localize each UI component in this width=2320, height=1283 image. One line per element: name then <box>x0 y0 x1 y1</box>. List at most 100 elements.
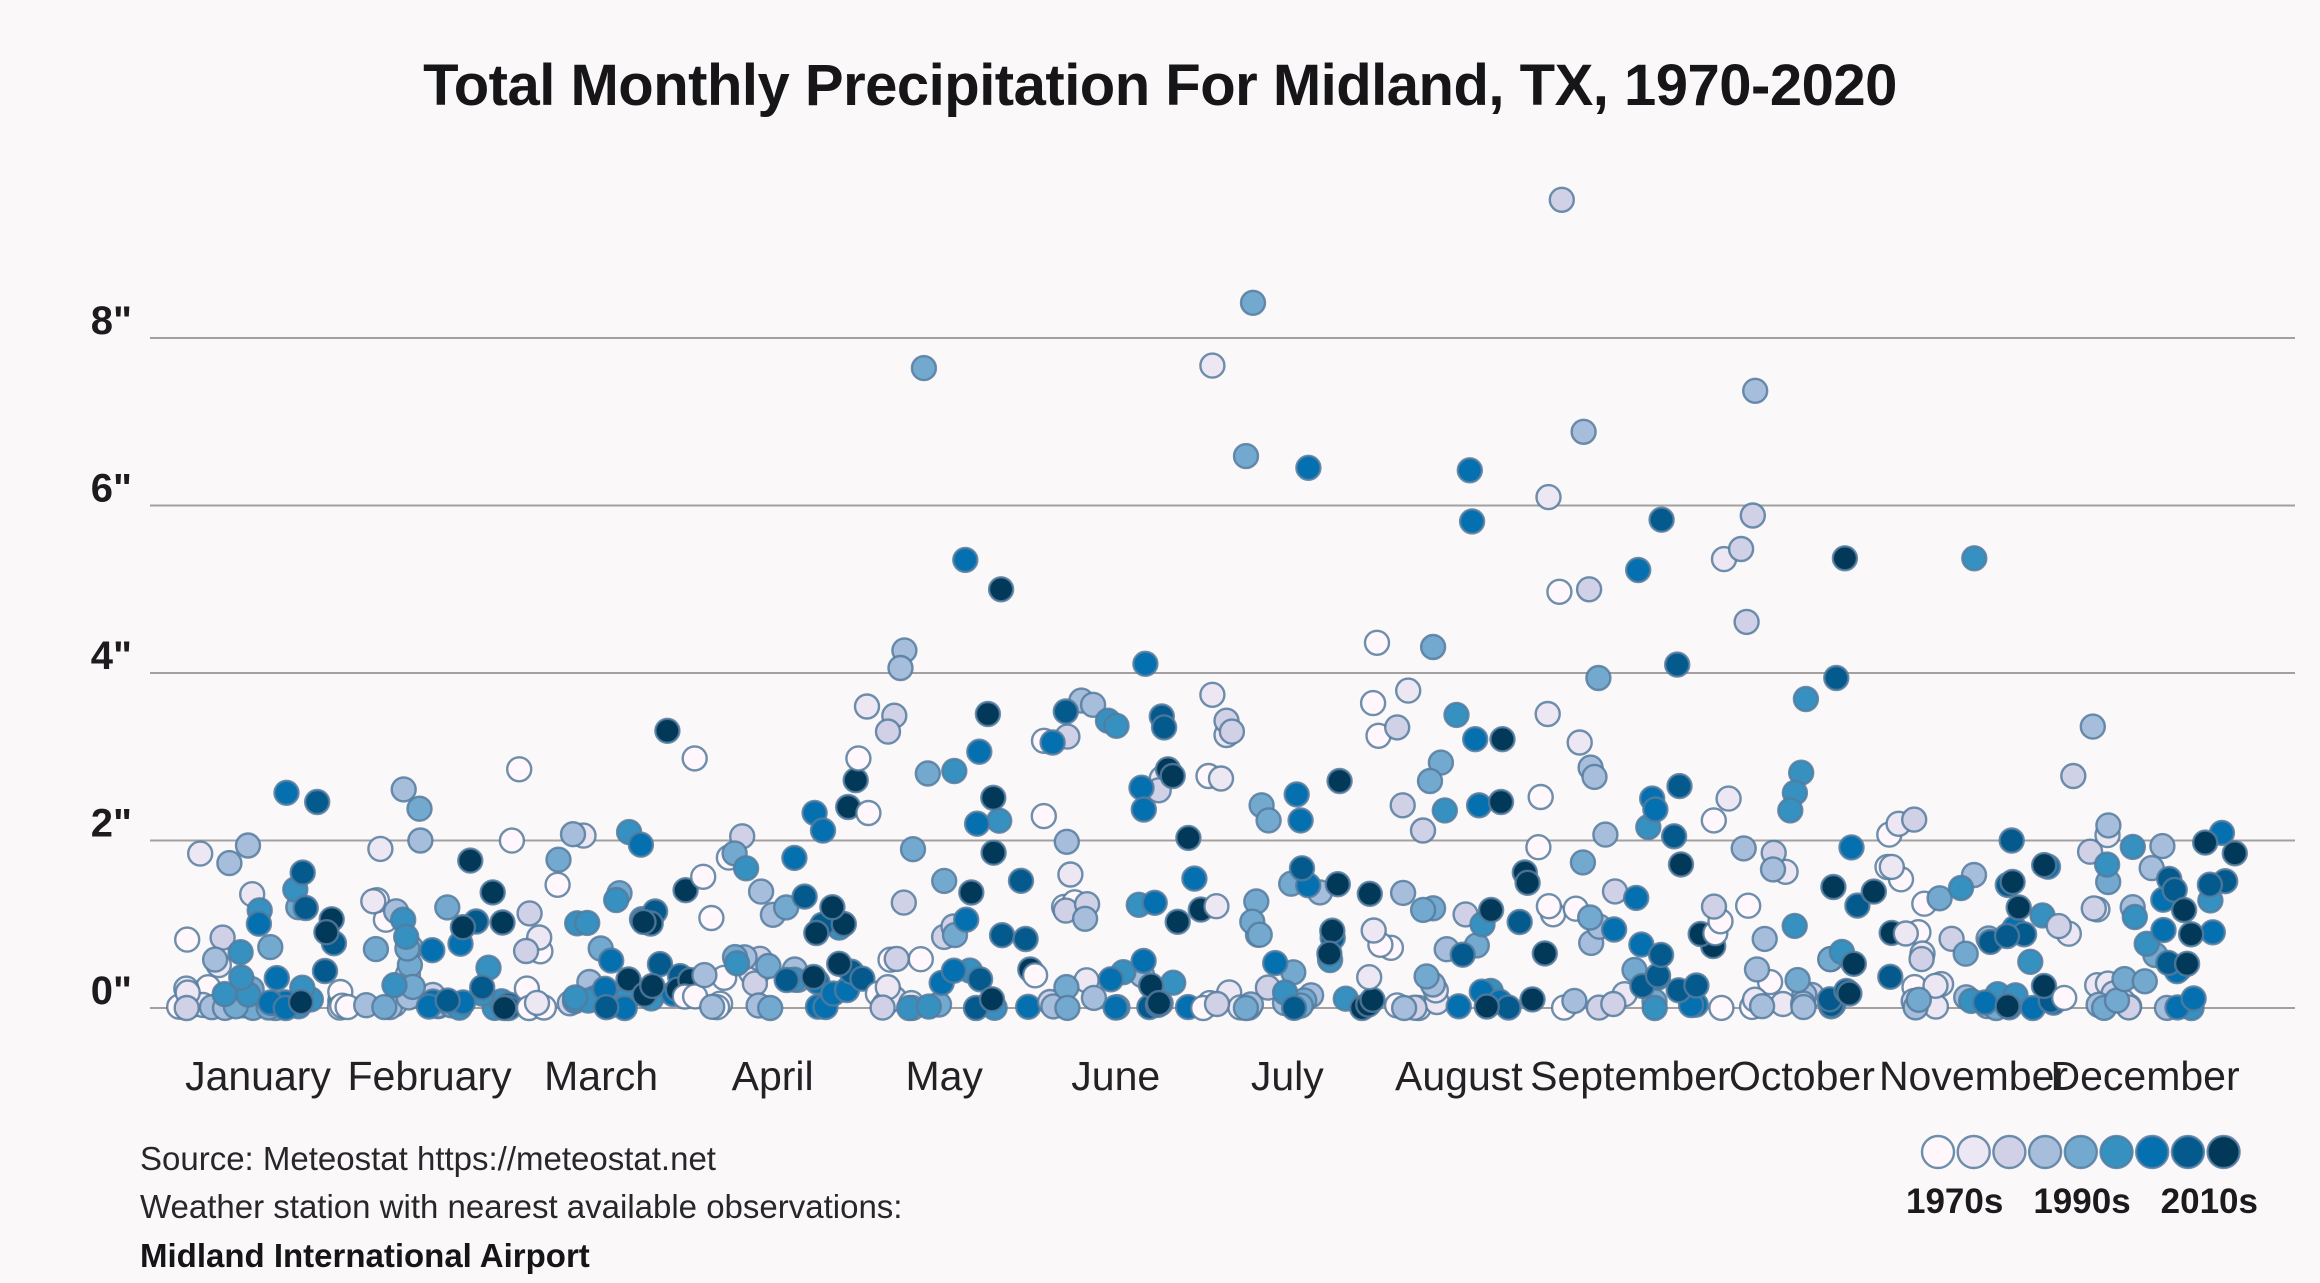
data-point <box>406 795 433 822</box>
data-point <box>1994 993 2021 1020</box>
data-point <box>1071 905 1099 932</box>
data-point <box>1326 767 1353 795</box>
data-point <box>2173 950 2201 977</box>
data-point <box>1836 980 1863 1007</box>
data-point <box>1324 871 1352 898</box>
data-point <box>1777 797 1804 824</box>
data-point <box>1039 729 1066 756</box>
data-point <box>1535 893 1563 920</box>
data-point <box>273 779 300 806</box>
data-point <box>1390 994 1418 1022</box>
data-point <box>1383 714 1411 741</box>
data-point <box>1130 947 1157 975</box>
data-point <box>1283 781 1310 808</box>
data-point <box>1624 556 1652 584</box>
data-point <box>1642 796 1669 823</box>
source-line-1: Source: Meteostat https://meteostat.net <box>140 1140 716 1177</box>
data-point <box>1477 896 1505 924</box>
data-point <box>2079 713 2107 740</box>
data-point <box>2180 985 2207 1012</box>
data-point <box>1456 457 1484 484</box>
data-point <box>173 994 200 1022</box>
data-point <box>201 946 229 973</box>
data-point <box>1255 807 1282 834</box>
data-point <box>615 966 642 993</box>
data-point <box>1288 855 1316 882</box>
data-point <box>1203 893 1230 920</box>
data-point <box>1280 994 1308 1022</box>
data-point <box>915 993 942 1020</box>
data-point <box>407 827 434 854</box>
data-point <box>747 878 775 905</box>
data-point <box>1419 633 1447 661</box>
source-station-name: Midland International Airport <box>140 1236 590 1274</box>
data-point <box>1600 990 1627 1018</box>
data-point <box>907 946 934 973</box>
data-point <box>1287 807 1314 834</box>
data-point <box>1566 729 1593 756</box>
data-point <box>887 654 914 682</box>
legend-color-scale <box>1920 1134 2241 1170</box>
data-point <box>914 760 941 787</box>
legend-labels: 1970s 1990s 2010s <box>1906 1182 2258 1222</box>
legend-swatch-7 <box>2135 1134 2170 1170</box>
data-point <box>419 937 446 964</box>
month-label-january: January <box>185 1053 331 1099</box>
data-point <box>469 974 496 1001</box>
data-point <box>1569 849 1597 876</box>
data-point <box>819 894 846 921</box>
data-point <box>1389 792 1416 819</box>
data-point <box>1164 908 1191 935</box>
legend-swatch-6 <box>2099 1134 2134 1170</box>
data-point <box>1416 767 1444 795</box>
data-point <box>690 863 717 890</box>
data-point <box>2191 829 2219 856</box>
data-point <box>1409 817 1437 844</box>
data-point <box>1319 917 1346 944</box>
data-point <box>1700 893 1728 920</box>
data-point <box>1546 578 1573 605</box>
data-point <box>1823 664 1850 692</box>
source-attribution: Source: Meteostat https://meteostat.net … <box>140 1138 902 1283</box>
data-point <box>598 947 625 974</box>
y-tick-label-8: 8" <box>91 299 132 343</box>
data-point <box>978 986 1006 1013</box>
data-point <box>988 922 1016 949</box>
data-point <box>1295 454 1322 481</box>
data-point <box>2221 840 2249 867</box>
data-point <box>755 952 782 980</box>
month-label-august: August <box>1395 1053 1523 1099</box>
data-point <box>1733 608 1760 636</box>
data-point <box>1600 916 1628 943</box>
data-point <box>757 994 784 1022</box>
data-point <box>1363 629 1391 656</box>
data-point <box>1535 483 1562 511</box>
data-point <box>1506 908 1533 936</box>
data-point <box>2017 948 2044 975</box>
data-point <box>173 926 201 953</box>
data-point <box>1531 940 1559 967</box>
data-point <box>574 909 601 937</box>
data-point <box>1831 545 1859 572</box>
data-point <box>1012 925 1039 953</box>
data-point <box>593 994 620 1021</box>
data-point <box>1947 874 1975 902</box>
data-point <box>826 950 853 977</box>
data-point <box>498 827 526 854</box>
data-point <box>292 894 319 922</box>
data-point <box>1218 718 1246 745</box>
data-point <box>1784 966 1811 994</box>
data-point <box>953 906 980 933</box>
data-point <box>2119 833 2147 861</box>
data-point <box>1007 867 1035 894</box>
data-point <box>773 966 800 994</box>
data-point <box>1473 993 1501 1020</box>
data-point <box>2060 762 2087 790</box>
data-point <box>1489 726 1516 753</box>
data-point <box>2133 930 2160 957</box>
data-point <box>1261 949 1289 977</box>
data-point <box>800 963 827 991</box>
data-point <box>1878 853 1906 881</box>
month-label-december: December <box>2050 1053 2239 1099</box>
data-point <box>1781 912 1808 940</box>
